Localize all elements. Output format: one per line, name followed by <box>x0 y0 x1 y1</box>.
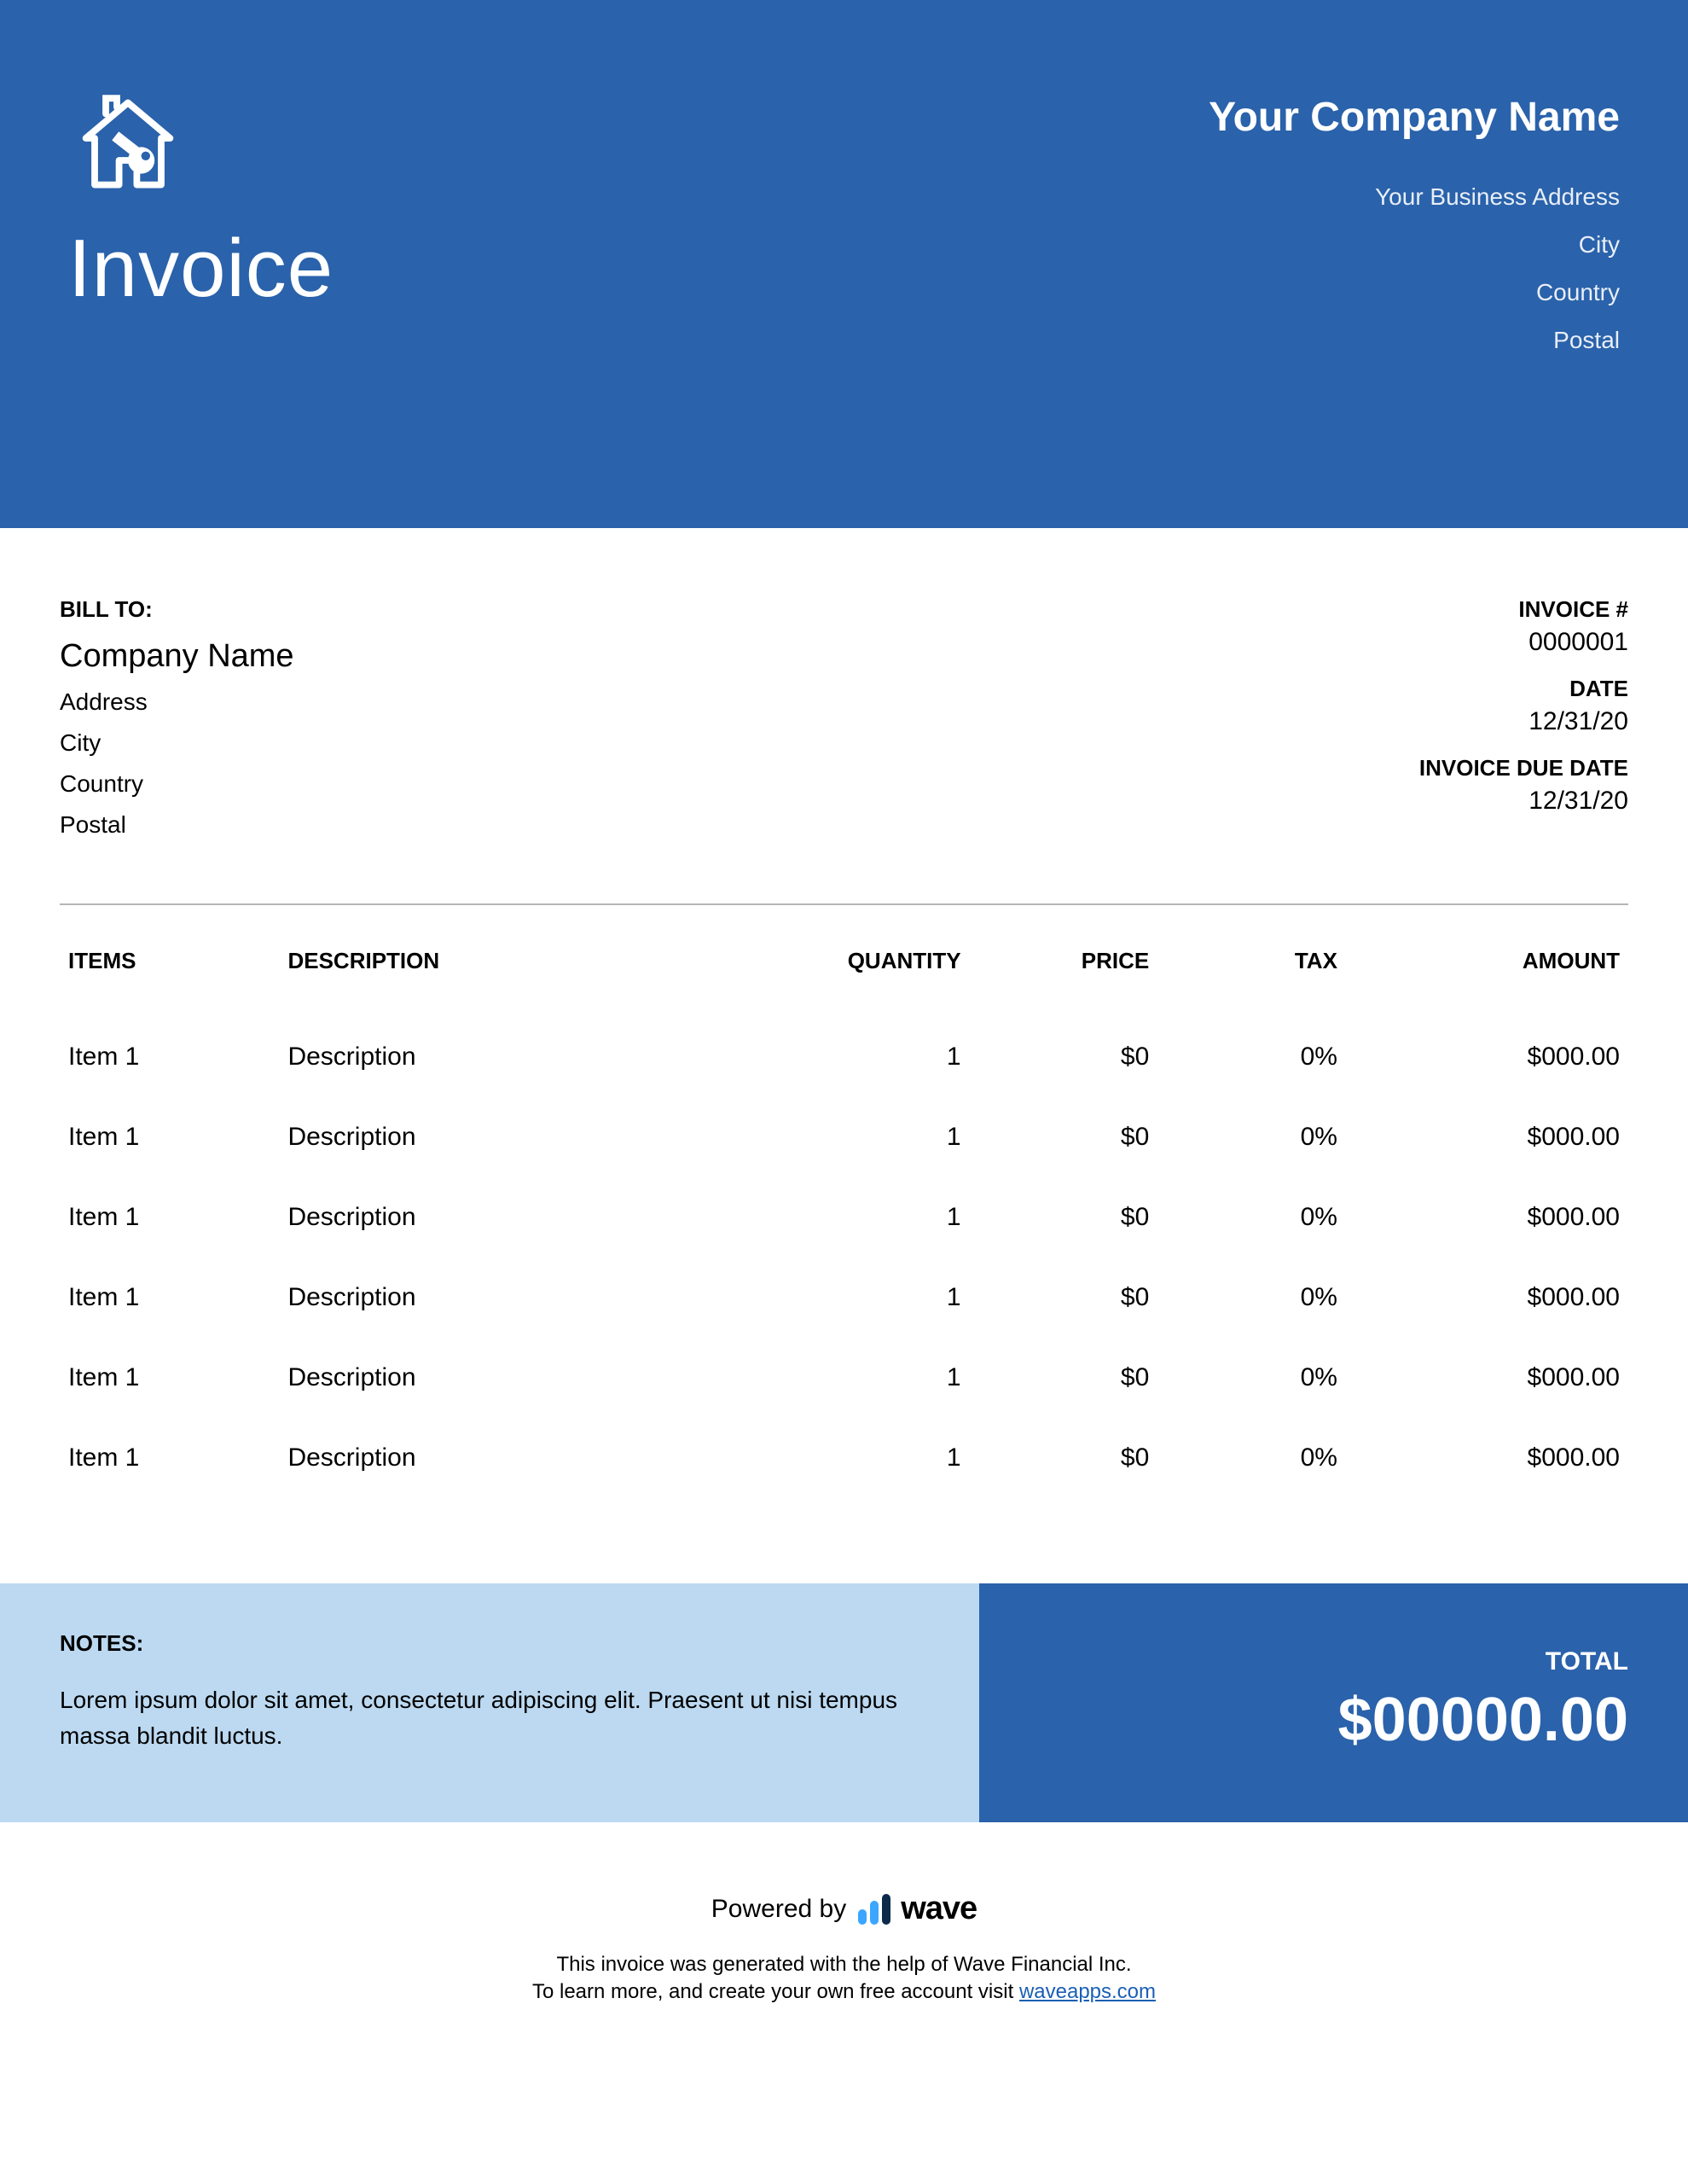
cell-tax: 0% <box>1157 1338 1346 1418</box>
cell-item: Item 1 <box>60 1258 279 1338</box>
cell-item: Item 1 <box>60 1177 279 1258</box>
bill-to-block: BILL TO: Company Name Address City Count… <box>60 596 294 852</box>
waveapps-link[interactable]: waveapps.com <box>1019 1980 1156 2003</box>
cell-item: Item 1 <box>60 1418 279 1498</box>
col-header-quantity: QUANTITY <box>781 948 970 1017</box>
notes-label: NOTES: <box>60 1630 928 1657</box>
table-row: Item 1Description1$00%$000.00 <box>60 1338 1628 1418</box>
bill-to-city: City <box>60 729 294 757</box>
table-row: Item 1Description1$00%$000.00 <box>60 1177 1628 1258</box>
cell-tax: 0% <box>1157 1017 1346 1097</box>
invoice-date: 12/31/20 <box>1419 707 1628 736</box>
cell-price: $0 <box>970 1017 1158 1097</box>
cell-quantity: 1 <box>781 1418 970 1498</box>
cell-amount: $000.00 <box>1346 1017 1628 1097</box>
company-name: Your Company Name <box>1209 94 1620 141</box>
table-row: Item 1Description1$00%$000.00 <box>60 1258 1628 1338</box>
invoice-body: BILL TO: Company Name Address City Count… <box>0 528 1688 1498</box>
footer-blocks: NOTES: Lorem ipsum dolor sit amet, conse… <box>0 1583 1688 1822</box>
total-block: TOTAL $00000.00 <box>979 1583 1688 1822</box>
wave-brand-text: wave <box>901 1891 977 1927</box>
cell-quantity: 1 <box>781 1258 970 1338</box>
invoice-due-label: INVOICE DUE DATE <box>1419 755 1628 781</box>
cell-amount: $000.00 <box>1346 1338 1628 1418</box>
cell-description: Description <box>279 1418 780 1498</box>
cell-description: Description <box>279 1177 780 1258</box>
wave-bars-icon <box>856 1892 894 1926</box>
cell-description: Description <box>279 1258 780 1338</box>
invoice-number: 0000001 <box>1419 628 1628 657</box>
col-header-price: PRICE <box>970 948 1158 1017</box>
meta-row: BILL TO: Company Name Address City Count… <box>60 596 1628 852</box>
powered-by-prefix: Powered by <box>711 1895 846 1924</box>
cell-amount: $000.00 <box>1346 1097 1628 1177</box>
powered-by-line: Powered by wave <box>17 1891 1671 1927</box>
cell-item: Item 1 <box>60 1338 279 1418</box>
cell-tax: 0% <box>1157 1258 1346 1338</box>
header-left: Invoice <box>68 94 334 316</box>
cell-item: Item 1 <box>60 1097 279 1177</box>
notes-text: Lorem ipsum dolor sit amet, consectetur … <box>60 1682 928 1754</box>
bill-to-country: Country <box>60 770 294 798</box>
cell-price: $0 <box>970 1177 1158 1258</box>
cell-quantity: 1 <box>781 1177 970 1258</box>
cell-amount: $000.00 <box>1346 1418 1628 1498</box>
invoice-title: Invoice <box>68 222 334 316</box>
cell-description: Description <box>279 1097 780 1177</box>
col-header-amount: AMOUNT <box>1346 948 1628 1017</box>
bill-to-label: BILL TO: <box>60 596 294 623</box>
invoice-due: 12/31/20 <box>1419 787 1628 816</box>
cell-price: $0 <box>970 1338 1158 1418</box>
company-city: City <box>1209 231 1620 258</box>
col-header-description: DESCRIPTION <box>279 948 780 1017</box>
wave-logo: wave <box>856 1891 977 1927</box>
invoice-date-label: DATE <box>1419 676 1628 702</box>
table-row: Item 1Description1$00%$000.00 <box>60 1418 1628 1498</box>
table-header-row: ITEMS DESCRIPTION QUANTITY PRICE TAX AMO… <box>60 948 1628 1017</box>
cell-amount: $000.00 <box>1346 1258 1628 1338</box>
cell-tax: 0% <box>1157 1418 1346 1498</box>
cell-quantity: 1 <box>781 1097 970 1177</box>
total-label: TOTAL <box>1030 1647 1628 1676</box>
cell-amount: $000.00 <box>1346 1177 1628 1258</box>
notes-block: NOTES: Lorem ipsum dolor sit amet, conse… <box>0 1583 979 1822</box>
table-row: Item 1Description1$00%$000.00 <box>60 1097 1628 1177</box>
bill-to-company: Company Name <box>60 638 294 675</box>
invoice-number-label: INVOICE # <box>1419 596 1628 623</box>
company-address: Your Business Address <box>1209 183 1620 211</box>
total-value: $00000.00 <box>1030 1685 1628 1755</box>
company-country: Country <box>1209 279 1620 306</box>
invoice-meta: INVOICE # 0000001 DATE 12/31/20 INVOICE … <box>1419 596 1628 834</box>
cell-item: Item 1 <box>60 1017 279 1097</box>
cell-quantity: 1 <box>781 1338 970 1418</box>
cell-description: Description <box>279 1017 780 1097</box>
company-postal: Postal <box>1209 327 1620 354</box>
line-items-table: ITEMS DESCRIPTION QUANTITY PRICE TAX AMO… <box>60 948 1628 1498</box>
header-right: Your Company Name Your Business Address … <box>1209 94 1620 375</box>
cell-price: $0 <box>970 1258 1158 1338</box>
credit-prefix: To learn more, and create your own free … <box>532 1980 1019 2003</box>
table-row: Item 1Description1$00%$000.00 <box>60 1017 1628 1097</box>
bill-to-address: Address <box>60 688 294 716</box>
cell-tax: 0% <box>1157 1097 1346 1177</box>
powered-by-footer: Powered by wave This invoice was generat… <box>0 1822 1688 2042</box>
house-key-icon <box>68 94 188 205</box>
invoice-header: Invoice Your Company Name Your Business … <box>0 0 1688 528</box>
cell-tax: 0% <box>1157 1177 1346 1258</box>
cell-price: $0 <box>970 1097 1158 1177</box>
credit-line-2: To learn more, and create your own free … <box>17 1980 1671 2004</box>
cell-description: Description <box>279 1338 780 1418</box>
credit-line-1: This invoice was generated with the help… <box>17 1953 1671 1977</box>
cell-price: $0 <box>970 1418 1158 1498</box>
bill-to-postal: Postal <box>60 811 294 839</box>
col-header-tax: TAX <box>1157 948 1346 1017</box>
col-header-items: ITEMS <box>60 948 279 1017</box>
section-divider <box>60 903 1628 905</box>
cell-quantity: 1 <box>781 1017 970 1097</box>
